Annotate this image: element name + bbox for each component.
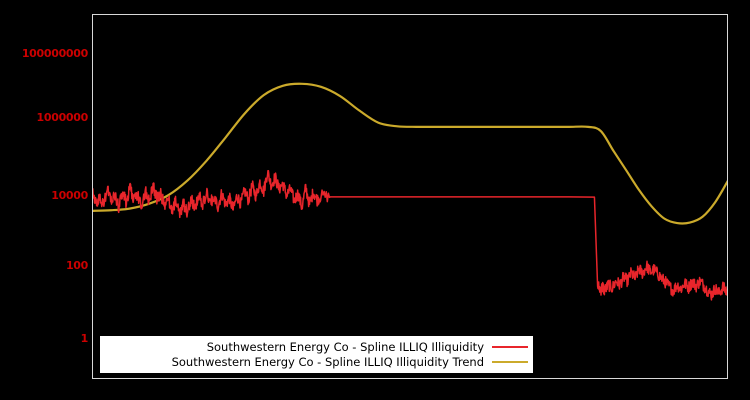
legend-entry: Southwestern Energy Co - Spline ILLIQ Il…: [105, 354, 528, 369]
legend-label: Southwestern Energy Co - Spline ILLIQ Il…: [171, 354, 484, 369]
legend-entry: Southwestern Energy Co - Spline ILLIQ Il…: [105, 339, 528, 354]
y-tick-label: 100000000: [21, 47, 88, 60]
y-tick-label: 1000000: [36, 111, 89, 124]
y-tick-label: 100: [65, 259, 88, 272]
y-axis-tick-labels: 100000000 1000000 10000 100 1: [0, 0, 89, 400]
legend-label: Southwestern Energy Co - Spline ILLIQ Il…: [206, 339, 484, 354]
legend-color-swatch: [492, 345, 528, 348]
chart-legend: Southwestern Energy Co - Spline ILLIQ Il…: [100, 336, 533, 373]
trend-line-series: [92, 82, 728, 225]
illiquidity-line-series: [92, 169, 728, 301]
plot-canvas: [92, 82, 728, 301]
y-tick-label: 1: [80, 332, 89, 345]
plot-frame-border: [92, 14, 728, 379]
y-tick-label: 10000: [51, 189, 88, 202]
legend-color-swatch: [492, 360, 528, 363]
